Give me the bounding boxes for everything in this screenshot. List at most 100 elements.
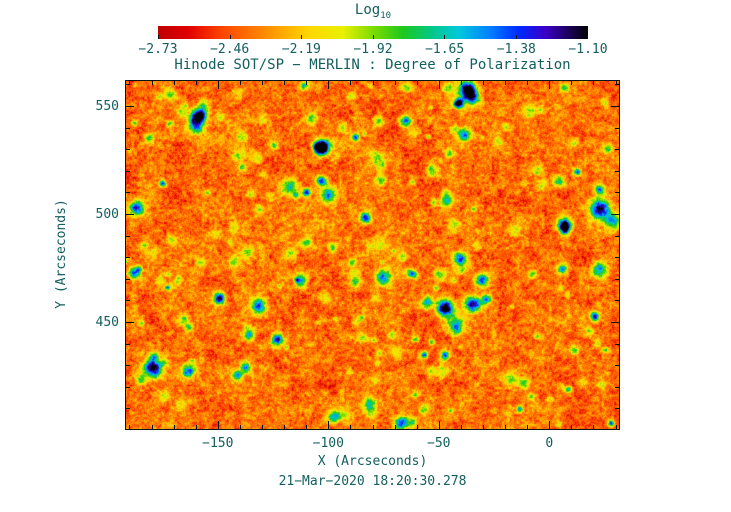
axis-tick	[615, 192, 620, 193]
colorbar-title: Log10	[158, 3, 588, 23]
colorbar-tick-label: −2.46	[210, 42, 250, 57]
colorbar-tick	[229, 35, 231, 39]
axis-tick	[240, 80, 241, 85]
axis-tick	[395, 80, 396, 85]
axis-tick	[615, 128, 620, 129]
colorbar-tick	[515, 35, 517, 39]
axis-tick	[218, 80, 219, 89]
timestamp: 21−Mar−2020 18:20:30.278	[278, 474, 467, 489]
x-tick-label: 0	[545, 436, 554, 451]
colorbar-tick	[444, 35, 445, 39]
plot-area	[125, 80, 620, 430]
axis-tick	[417, 425, 418, 430]
axis-tick	[125, 214, 134, 215]
axis-tick	[615, 365, 620, 366]
axis-tick	[284, 425, 285, 430]
axis-tick	[306, 425, 307, 430]
x-tick-label: −50	[427, 436, 451, 451]
axis-tick	[527, 425, 528, 430]
axis-tick	[593, 425, 594, 430]
axis-tick	[615, 171, 620, 172]
axis-tick	[125, 84, 130, 85]
axis-tick	[125, 365, 130, 366]
axis-tick	[174, 80, 175, 85]
axis-tick	[125, 128, 130, 129]
colorbar-tick	[372, 35, 374, 39]
axis-tick	[125, 192, 130, 193]
axis-tick	[461, 425, 462, 430]
axis-tick	[125, 106, 134, 107]
axis-tick	[373, 80, 374, 85]
colorbar-title-text: Log	[354, 2, 381, 18]
axis-tick	[129, 80, 130, 85]
axis-tick	[152, 425, 153, 430]
axis-tick	[174, 425, 175, 430]
axis-tick	[152, 80, 153, 85]
axis-tick	[350, 425, 351, 430]
axis-tick	[125, 300, 130, 301]
axis-tick	[125, 171, 130, 172]
x-axis-label: X (Arcseconds)	[317, 454, 428, 469]
axis-tick	[125, 344, 130, 345]
colorbar	[158, 26, 588, 39]
axis-tick	[461, 80, 462, 85]
axis-tick	[125, 387, 130, 388]
axis-tick	[125, 149, 130, 150]
axis-tick	[125, 322, 134, 323]
axis-tick	[549, 80, 550, 89]
axis-tick	[615, 408, 620, 409]
axis-tick	[615, 149, 620, 150]
colorbar-tick-label: −1.38	[496, 42, 536, 57]
axis-tick	[439, 421, 440, 430]
colorbar-tick-label: −2.73	[138, 42, 178, 57]
colorbar-tick-label: −1.65	[425, 42, 465, 57]
axis-tick	[483, 425, 484, 430]
axis-tick	[125, 408, 130, 409]
axis-tick	[549, 421, 550, 430]
axis-tick	[615, 387, 620, 388]
axis-tick	[129, 425, 130, 430]
axis-tick	[616, 80, 617, 85]
x-tick-label: −150	[202, 436, 234, 451]
axis-tick	[240, 425, 241, 430]
axis-tick	[593, 80, 594, 85]
axis-tick	[306, 80, 307, 85]
axis-tick	[328, 421, 329, 430]
y-tick-label: 450	[95, 314, 119, 330]
axis-tick	[615, 236, 620, 237]
x-tick-label: −100	[312, 436, 344, 451]
colorbar-tick-label: −1.92	[353, 42, 393, 57]
axis-tick	[262, 425, 263, 430]
axis-tick	[571, 425, 572, 430]
axis-tick	[483, 80, 484, 85]
axis-tick	[125, 279, 130, 280]
axis-tick	[611, 322, 620, 323]
axis-tick	[611, 214, 620, 215]
y-axis-label: Y (Arcseconds)	[54, 199, 69, 309]
y-tick-label: 550	[95, 98, 119, 114]
axis-tick	[196, 80, 197, 85]
axis-tick	[615, 257, 620, 258]
axis-tick	[439, 80, 440, 89]
plot-title: Hinode SOT/SP − MERLIN : Degree of Polar…	[174, 57, 571, 73]
colorbar-tick	[301, 35, 302, 39]
axis-tick	[611, 106, 620, 107]
axis-tick	[196, 425, 197, 430]
colorbar-tick-label: −1.10	[568, 42, 608, 57]
axis-tick	[571, 80, 572, 85]
axis-tick	[373, 425, 374, 430]
axis-tick	[284, 80, 285, 85]
axis-tick	[125, 257, 130, 258]
axis-tick	[328, 80, 329, 89]
axis-tick	[615, 344, 620, 345]
axis-tick	[417, 80, 418, 85]
axis-tick	[615, 300, 620, 301]
colorbar-title-subscript: 10	[380, 10, 392, 21]
axis-tick	[350, 80, 351, 85]
axis-tick	[125, 236, 130, 237]
colorbar-tick-labels: −2.73 −2.46 −2.19 −1.92 −1.65 −1.38 −1.10	[0, 42, 731, 57]
colorbar-tick	[158, 35, 159, 39]
axis-tick	[218, 421, 219, 430]
heatmap-image	[125, 80, 620, 430]
